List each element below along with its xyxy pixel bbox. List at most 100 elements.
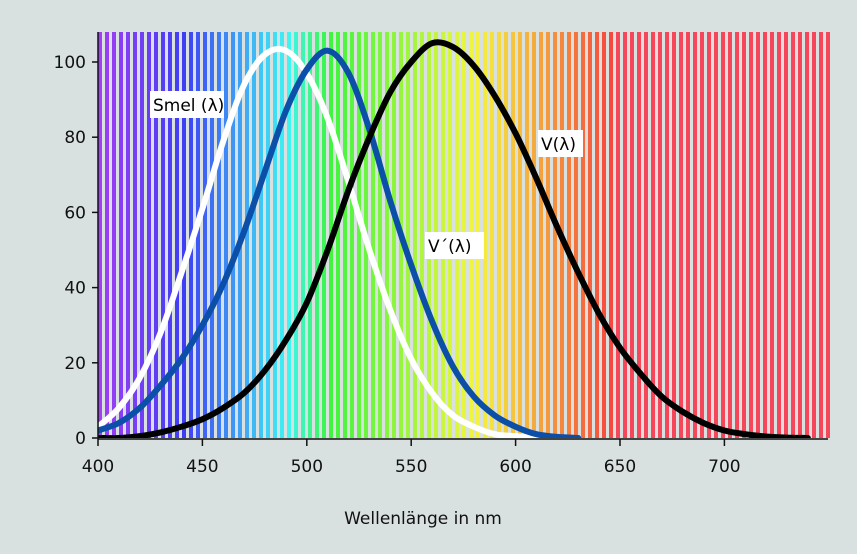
x-tick-label: 650 (604, 457, 636, 477)
spectrum-stripe (539, 32, 543, 438)
spectrum-stripe (714, 32, 718, 438)
spectrum-stripe (413, 32, 417, 438)
spectrum-stripe (574, 32, 578, 438)
x-tick-label: 700 (708, 457, 740, 477)
series-smel-line (98, 46, 561, 438)
spectrum-stripe (105, 32, 109, 438)
spectrum-stripe (826, 32, 830, 438)
spectrum-stripe (490, 32, 494, 438)
spectrum-stripe (245, 32, 249, 438)
spectrum-stripe (203, 32, 207, 438)
spectrum-stripe (280, 32, 284, 438)
spectrum-stripe (672, 32, 676, 438)
spectrum-stripe (119, 32, 123, 438)
spectrum-stripe (770, 32, 774, 438)
spectrum-stripe (217, 32, 221, 438)
spectrum-stripe (518, 32, 522, 438)
spectrum-stripe (273, 32, 277, 438)
spectrum-stripe (343, 32, 347, 438)
spectrum-stripe (679, 32, 683, 438)
spectrum-stripe (812, 32, 816, 438)
y-tick-label: 20 (64, 354, 86, 374)
spectrum-stripe (196, 32, 200, 438)
label-vprime-text: V´(λ) (428, 237, 471, 257)
spectrum-stripe (182, 32, 186, 438)
spectrum-stripe (532, 32, 536, 438)
spectrum-stripe (763, 32, 767, 438)
spectrum-stripe (504, 32, 508, 438)
spectrum-stripe (98, 32, 102, 438)
x-tick-label: 600 (499, 457, 531, 477)
spectrum-stripe (126, 32, 130, 438)
spectrum-stripe (616, 32, 620, 438)
spectrum-stripe (609, 32, 613, 438)
spectrum-stripe (112, 32, 116, 438)
spectrum-stripe (567, 32, 571, 438)
spectrum-stripe (168, 32, 172, 438)
spectrum-stripe (777, 32, 781, 438)
spectrum-stripe (378, 32, 382, 438)
y-tick-label: 0 (75, 429, 86, 449)
spectrum-stripe (707, 32, 711, 438)
spectrum-stripe (742, 32, 746, 438)
x-axis-label: Wellenlänge in nm (344, 509, 502, 529)
spectrum-stripe (175, 32, 179, 438)
spectrum-stripe (686, 32, 690, 438)
spectrum-stripe (224, 32, 228, 438)
x-tick-label: 450 (186, 457, 218, 477)
spectrum-stripe (546, 32, 550, 438)
spectrum-stripe (133, 32, 137, 438)
spectrum-stripe (259, 32, 263, 438)
spectrum-stripe (357, 32, 361, 438)
spectrum-stripe (147, 32, 151, 438)
spectrum-stripe (791, 32, 795, 438)
spectrum-stripe (350, 32, 354, 438)
spectrum-stripe (161, 32, 165, 438)
spectrum-stripe (252, 32, 256, 438)
spectrum-stripe (756, 32, 760, 438)
spectrum-stripe (798, 32, 802, 438)
spectrum-stripe (553, 32, 557, 438)
spectrum-stripe (581, 32, 585, 438)
spectrum-stripe (483, 32, 487, 438)
x-tick-label: 500 (291, 457, 323, 477)
spectrum-stripe (231, 32, 235, 438)
spectrum-stripe (287, 32, 291, 438)
spectrum-stripe (497, 32, 501, 438)
spectrum-stripe (630, 32, 634, 438)
spectrum-stripe (665, 32, 669, 438)
spectrum-stripe (644, 32, 648, 438)
series-v-line (98, 39, 811, 438)
spectrum-stripe (623, 32, 627, 438)
axes-group: 0 20 40 60 80 100 400 450 500 550 600 650 700 (54, 32, 828, 477)
y-tick-label: 100 (54, 53, 86, 73)
spectrum-stripe (406, 32, 410, 438)
label-smel-box (150, 91, 224, 118)
label-v: V(λ) (538, 130, 583, 157)
spectrum-stripe (749, 32, 753, 438)
spectrum-stripe (658, 32, 662, 438)
y-tick-label: 60 (64, 203, 86, 223)
spectrum-stripe (301, 32, 305, 438)
spectrum-stripe (819, 32, 823, 438)
spectrum-stripe (322, 32, 326, 438)
spectrum-stripe (693, 32, 697, 438)
spectrum-stripe (637, 32, 641, 438)
y-tick-label: 80 (64, 128, 86, 148)
spectrum-stripe (308, 32, 312, 438)
spectrum-stripe (336, 32, 340, 438)
spectrum-stripe (588, 32, 592, 438)
spectrum-stripe (700, 32, 704, 438)
spectrum-stripe (721, 32, 725, 438)
label-v-text: V(λ) (541, 135, 576, 155)
label-vprime-box (425, 232, 484, 259)
spectrum-stripe (595, 32, 599, 438)
x-tick-label: 550 (395, 457, 427, 477)
spectrum-stripe (294, 32, 298, 438)
spectrum-stripe (385, 32, 389, 438)
spectrum-stripe (420, 32, 424, 438)
label-vprime: V´(λ) (425, 232, 484, 259)
spectrum-stripe (266, 32, 270, 438)
spectrum-stripe (315, 32, 319, 438)
